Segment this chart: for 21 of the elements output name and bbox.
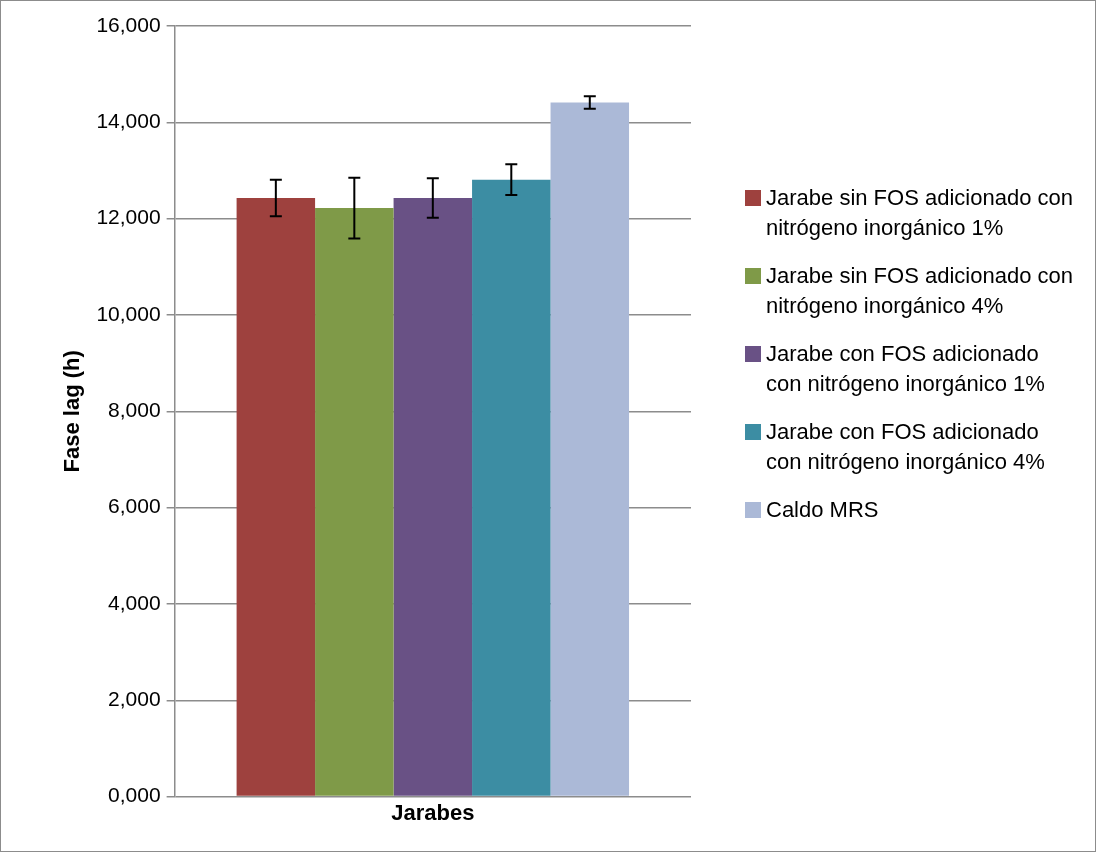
legend-label: Jarabe sin FOS adicionado con nitrógeno inorgánico 1% xyxy=(766,184,1074,242)
bar xyxy=(236,197,316,796)
y-tick-label: 10,000 xyxy=(96,301,161,325)
bar xyxy=(550,102,630,796)
legend-label: Jarabe sin FOS adicionado con nitrógeno inorgánico 4% xyxy=(766,262,1074,320)
y-tick-label: 0,000 xyxy=(108,783,161,807)
y-tick-label: 14,000 xyxy=(96,109,161,133)
y-tick-label: 8,000 xyxy=(108,398,161,422)
y-tick-label: 6,000 xyxy=(108,494,161,518)
x-axis-title: Jarabes xyxy=(391,799,475,825)
y-tick-label: 12,000 xyxy=(96,205,161,229)
bar xyxy=(393,197,473,796)
legend-label: Caldo MRS xyxy=(766,496,880,524)
y-tick-label: 16,000 xyxy=(96,12,161,36)
y-tick-label: 2,000 xyxy=(108,687,161,711)
bar xyxy=(315,208,394,796)
legend-label: Jarabe con FOS adicionado con nitrógeno inorgánico 4% xyxy=(766,418,1046,476)
y-axis-title: Fase lag (h) xyxy=(59,350,85,473)
y-tick-label: 4,000 xyxy=(108,590,161,614)
legend-label: Jarabe con FOS adicionado con nitrógeno inorgánico 1% xyxy=(766,340,1046,398)
bar xyxy=(472,179,551,796)
